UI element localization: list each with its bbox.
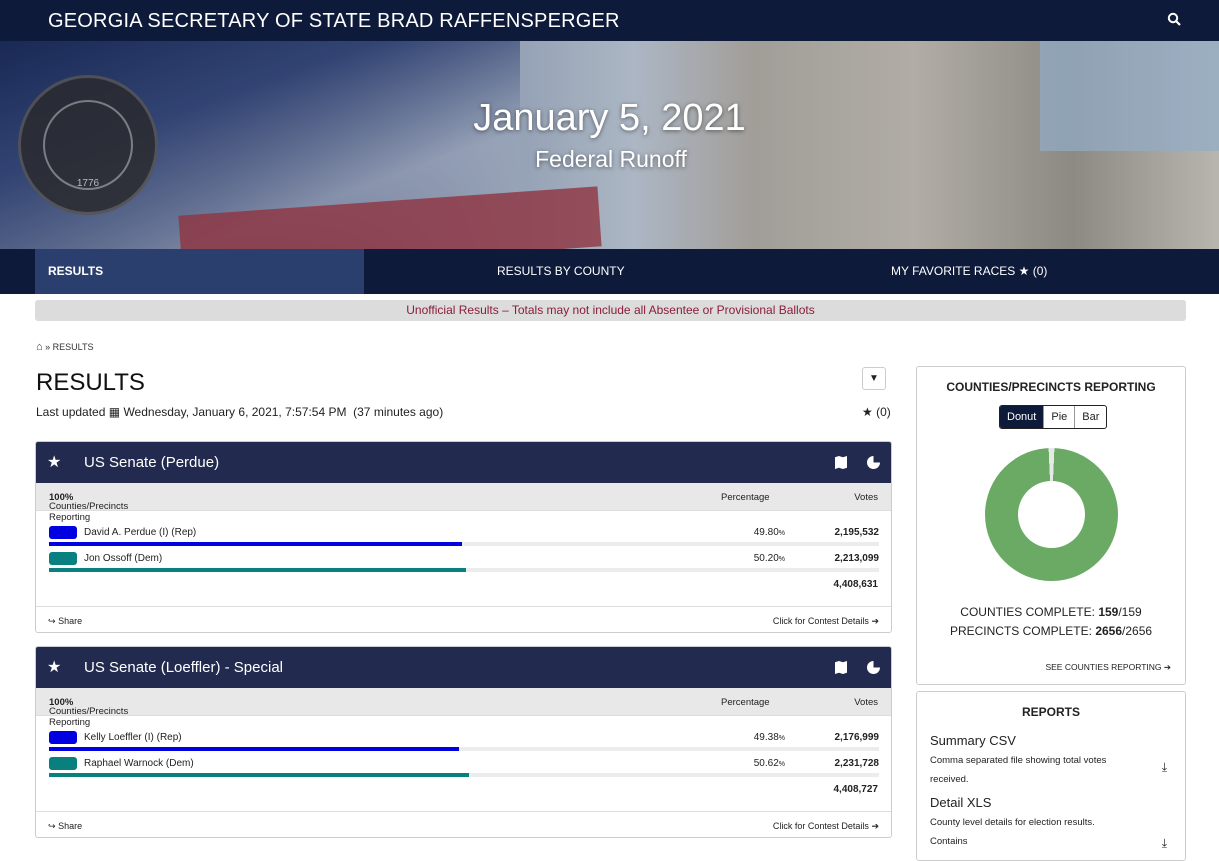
party-swatch xyxy=(49,757,77,770)
percentage-header: Percentage xyxy=(721,697,770,708)
last-updated: Last updated ▦ Wednesday, January 6, 202… xyxy=(36,405,444,419)
toggle-donut[interactable]: Donut xyxy=(1000,406,1044,428)
candidate-percentage: 50.62% xyxy=(753,758,785,769)
candidate-percentage: 49.38% xyxy=(753,732,785,743)
candidate-row: Jon Ossoff (Dem) 50.20% 2,213,099 xyxy=(49,552,879,578)
share-button[interactable]: ↪ Share xyxy=(48,821,83,831)
site-title[interactable]: GEORGIA SECRETARY OF STATE BRAD RAFFENSP… xyxy=(48,10,620,32)
candidate-name: David A. Perdue (I) (Rep) xyxy=(84,527,197,538)
tab-my-favorite-races[interactable]: MY FAVORITE RACES ★ (0) xyxy=(891,264,1048,278)
calendar-icon: ▦ xyxy=(108,405,121,419)
top-bar: GEORGIA SECRETARY OF STATE BRAD RAFFENSP… xyxy=(0,0,1219,41)
candidate-votes: 2,195,532 xyxy=(834,527,880,538)
candidate-votes: 2,231,728 xyxy=(834,758,880,769)
map-icon[interactable] xyxy=(835,456,847,469)
tab-results-by-county[interactable]: RESULTS BY COUNTY xyxy=(497,264,625,278)
party-swatch xyxy=(49,552,77,565)
chart-type-toggle: Donut Pie Bar xyxy=(999,405,1108,429)
contest-details-link[interactable]: Click for Contest Details ➔ xyxy=(772,616,879,626)
contest-card: ★ US Senate (Loeffler) - Special Countie… xyxy=(35,646,892,838)
total-votes: 4,408,631 xyxy=(833,579,879,590)
map-icon[interactable] xyxy=(835,661,847,674)
star-icon: ★ xyxy=(1018,264,1030,278)
contest-card: ★ US Senate (Perdue) Counties/Precincts … xyxy=(35,441,892,633)
candidate-percentage: 50.20% xyxy=(753,553,785,564)
candidate-row: David A. Perdue (I) (Rep) 49.80% 2,195,5… xyxy=(49,526,879,552)
toggle-pie[interactable]: Pie xyxy=(1043,406,1074,428)
filter-button[interactable]: ▼ xyxy=(862,367,886,390)
favorite-star-icon[interactable]: ★ xyxy=(47,454,62,471)
contest-details-link[interactable]: Click for Contest Details ➔ xyxy=(772,821,879,831)
candidate-name: Kelly Loeffler (I) (Rep) xyxy=(84,732,182,743)
reports-panel: REPORTS Summary CSV Comma separated file… xyxy=(916,691,1186,861)
votes-header: Votes xyxy=(854,492,878,503)
party-swatch xyxy=(49,731,77,744)
report-description: County level details for election result… xyxy=(930,817,1095,847)
candidate-name: Jon Ossoff (Dem) xyxy=(84,553,163,564)
percentage-header: Percentage xyxy=(721,492,770,503)
report-title[interactable]: Summary CSV xyxy=(930,733,1016,748)
main-nav: RESULTS RESULTS BY COUNTY MY FAVORITE RA… xyxy=(0,249,1219,294)
toggle-bar[interactable]: Bar xyxy=(1074,406,1106,428)
favorite-star-icon[interactable]: ★ xyxy=(47,659,62,676)
contest-name[interactable]: US Senate (Loeffler) - Special xyxy=(84,659,283,676)
vote-share-bar xyxy=(49,773,879,777)
state-seal-logo: 1776 xyxy=(18,75,158,215)
share-button[interactable]: ↪ Share xyxy=(48,616,83,626)
vote-share-bar xyxy=(49,542,879,546)
star-icon: ★ xyxy=(862,405,873,419)
reporting-status: Counties/Precincts Reporting 100% xyxy=(49,697,129,728)
filter-icon: ▼ xyxy=(869,373,879,384)
candidate-votes: 2,213,099 xyxy=(834,553,880,564)
hero-banner: 1776 January 5, 2021 Federal Runoff xyxy=(0,41,1219,249)
share-icon: ↪ xyxy=(48,616,56,626)
candidate-votes: 2,176,999 xyxy=(834,732,880,743)
reporting-panel: COUNTIES/PRECINCTS REPORTING Donut Pie B… xyxy=(916,366,1186,685)
arrow-right-icon: ➔ xyxy=(871,616,879,626)
home-icon[interactable]: ⌂ xyxy=(36,341,43,353)
sky-image xyxy=(1040,41,1219,151)
candidate-row: Raphael Warnock (Dem) 50.62% 2,231,728 xyxy=(49,757,879,783)
reporting-status: Counties/Precincts Reporting 100% xyxy=(49,492,129,523)
pie-chart-icon[interactable] xyxy=(867,456,880,469)
pie-chart-icon[interactable] xyxy=(867,661,880,674)
report-title[interactable]: Detail XLS xyxy=(930,795,992,810)
candidate-name: Raphael Warnock (Dem) xyxy=(84,758,194,769)
arrow-right-icon: ➔ xyxy=(871,821,879,831)
breadcrumb: ⌂ » RESULTS xyxy=(36,341,94,353)
arrow-right-icon: ➔ xyxy=(1163,662,1171,672)
tab-results[interactable]: RESULTS xyxy=(35,249,364,294)
unofficial-banner: Unofficial Results – Totals may not incl… xyxy=(35,300,1186,321)
see-counties-reporting-link[interactable]: SEE COUNTIES REPORTING ➔ xyxy=(1045,662,1171,672)
election-name: Federal Runoff xyxy=(535,146,687,172)
page-title: RESULTS xyxy=(36,369,145,396)
vote-share-bar xyxy=(49,747,879,751)
votes-header: Votes xyxy=(854,697,878,708)
reporting-donut-chart xyxy=(985,448,1118,581)
candidate-percentage: 49.80% xyxy=(753,527,785,538)
report-description: Comma separated file showing total votes… xyxy=(930,755,1107,785)
share-icon: ↪ xyxy=(48,821,56,831)
search-icon[interactable] xyxy=(1167,12,1181,26)
download-icon[interactable]: ⤓ xyxy=(1161,836,1167,850)
candidate-row: Kelly Loeffler (I) (Rep) 49.38% 2,176,99… xyxy=(49,731,879,757)
download-icon[interactable]: ⤓ xyxy=(1161,760,1167,774)
counties-complete: COUNTIES COMPLETE: 159/159 xyxy=(960,605,1142,619)
favorites-count[interactable]: ★ (0) xyxy=(862,405,891,419)
party-swatch xyxy=(49,526,77,539)
election-date: January 5, 2021 xyxy=(473,97,746,139)
contest-name[interactable]: US Senate (Perdue) xyxy=(84,454,220,471)
precincts-complete: PRECINCTS COMPLETE: 2656/2656 xyxy=(949,624,1153,638)
vote-share-bar xyxy=(49,568,879,572)
total-votes: 4,408,727 xyxy=(833,784,879,795)
